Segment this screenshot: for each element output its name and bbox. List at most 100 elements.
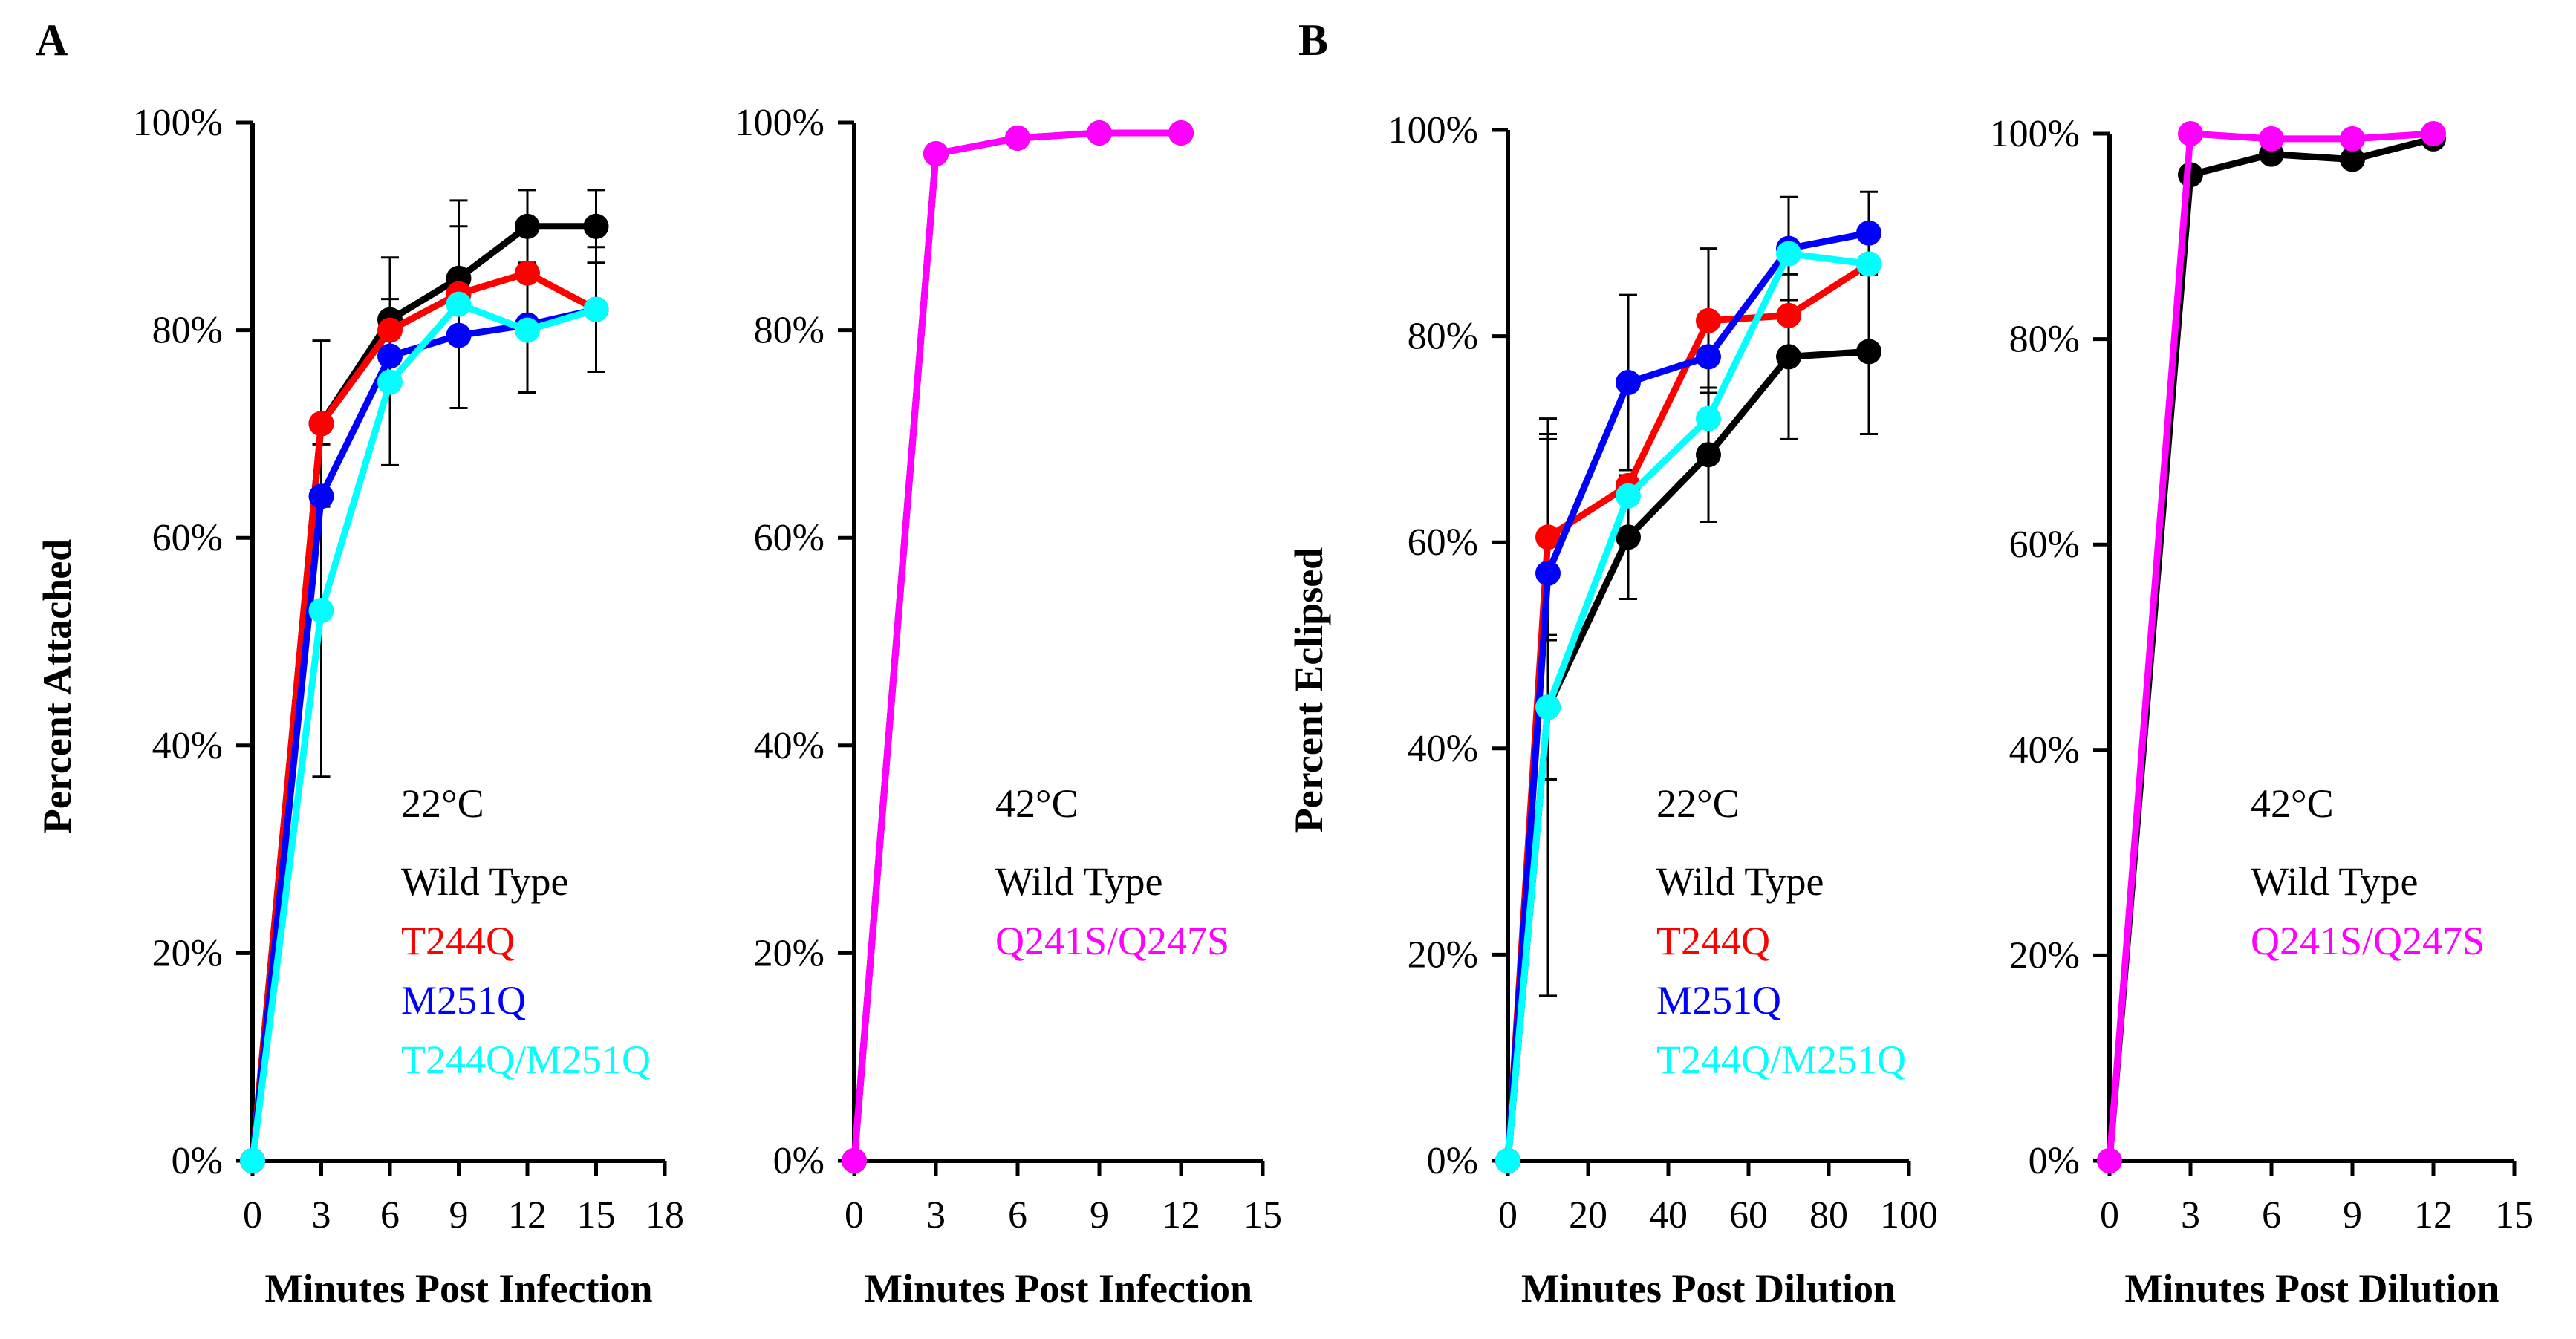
chart-3-x-tick-label: 80 (1809, 1194, 1848, 1237)
chart-4-y-tick-label: 0% (2029, 1140, 2080, 1182)
chart-4-point-q241s-q247s (2421, 121, 2446, 146)
chart-1-y-tick-label: 40% (152, 725, 223, 767)
chart-1-x-tick-label: 18 (645, 1194, 684, 1237)
chart-3-point-m251q (1696, 344, 1721, 370)
chart-3-x-axis-title: Minutes Post Dilution (1521, 1266, 1896, 1311)
chart-1-y-axis-title: Percent Attached (35, 539, 79, 833)
chart-3-point-t244q-m251q (1495, 1148, 1520, 1173)
chart-1-y-tick-label: 20% (152, 932, 223, 974)
chart-1-y-tick-label: 100% (133, 102, 223, 144)
chart-2-x-tick-label: 6 (1008, 1194, 1027, 1237)
chart-1-x-axis-title: Minutes Post Infection (265, 1266, 653, 1311)
chart-2-legend-entry: Wild Type (995, 859, 1163, 904)
chart-1-point-t244q (377, 317, 403, 343)
chart-1-point-m251q (377, 343, 403, 369)
chart-3-point-t244q (1696, 307, 1721, 333)
chart-3-y-axis-title: Percent Eclipsed (1287, 547, 1331, 833)
chart-3-legend-entry: T244Q/M251Q (1656, 1037, 1906, 1082)
chart-4-y-tick-label: 40% (2009, 729, 2080, 772)
chart-2-legend-entry: Q241S/Q247S (995, 919, 1229, 963)
chart-2-point-q241s-q247s (1087, 120, 1112, 146)
chart-1-x-tick-label: 0 (243, 1194, 262, 1237)
chart-1-series-line-t244q (249, 270, 598, 1162)
chart-4-y-tick-label: 20% (2009, 934, 2080, 977)
chart-4-y-tick-label: 80% (2009, 319, 2080, 361)
chart-3-point-m251q (1616, 370, 1641, 396)
chart-2-x-tick-label: 3 (926, 1194, 946, 1237)
chart-4-x-tick-label: 12 (2414, 1194, 2453, 1237)
chart-2-y-tick-label: 80% (754, 310, 824, 352)
chart-3-legend-entry: Wild Type (1656, 859, 1824, 904)
chart-1-x-tick-label: 15 (577, 1194, 616, 1237)
chart-4-point-q241s-q247s (2259, 126, 2284, 152)
chart-3-x-tick-label: 20 (1569, 1194, 1607, 1237)
chart-2-x-tick-label: 12 (1162, 1194, 1200, 1237)
chart-1-point-wild-type (583, 213, 609, 239)
chart-3-temperature-label: 22°C (1656, 781, 1740, 826)
chart-4-point-q241s-q247s (2178, 121, 2203, 146)
chart-1-point-m251q (308, 483, 334, 509)
chart-4-series-line-wild-type (2106, 135, 2435, 1162)
chart-4-point-q241s-q247s (2097, 1148, 2122, 1173)
chart-1-point-t244q (515, 260, 540, 286)
chart-3-legend-entry: T244Q (1656, 919, 1770, 963)
chart-2-x-tick-label: 9 (1090, 1194, 1109, 1237)
chart-1-x-tick-label: 3 (312, 1194, 331, 1237)
chart-3-y-tick-label: 60% (1408, 521, 1478, 564)
chart-1-legend-entry: T244Q/M251Q (401, 1037, 651, 1082)
chart-2-x-tick-label: 0 (845, 1194, 864, 1237)
chart-3-y-tick-label: 40% (1408, 728, 1478, 770)
chart-1-point-t244q-m251q (377, 369, 403, 395)
chart-1-temperature-label: 22°C (401, 781, 484, 826)
chart-3-x-tick-label: 40 (1649, 1194, 1688, 1237)
chart-1-point-wild-type (515, 213, 540, 239)
panel-letter-b: B (1298, 16, 1329, 65)
chart-4-legend-entry: Q241S/Q247S (2251, 919, 2485, 963)
chart-1-point-t244q-m251q (583, 296, 609, 322)
chart-3-point-t244q-m251q (1856, 251, 1881, 277)
chart-3-point-t244q (1776, 302, 1801, 328)
chart-3-x-tick-label: 60 (1729, 1194, 1768, 1237)
chart-2-point-q241s-q247s (1005, 125, 1030, 151)
chart-3-y-tick-label: 80% (1408, 316, 1478, 358)
chart-4-x-axis-title: Minutes Post Dilution (2124, 1266, 2499, 1311)
chart-2-point-q241s-q247s (923, 140, 949, 166)
chart-2-temperature-label: 42°C (995, 781, 1079, 826)
chart-4-x-tick-label: 15 (2495, 1194, 2534, 1237)
chart-4-x-tick-label: 6 (2262, 1194, 2281, 1237)
chart-1-legend-entry: M251Q (401, 978, 526, 1023)
chart-2-point-q241s-q247s (842, 1148, 867, 1173)
chart-2-series-line-wild-type (850, 129, 1181, 1162)
chart-4-y-tick-label: 100% (1990, 113, 2080, 155)
chart-1-x-tick-label: 12 (508, 1194, 547, 1237)
chart-2-y-tick-label: 20% (754, 932, 824, 974)
chart-1-point-m251q (446, 322, 472, 348)
chart-4-x-tick-label: 3 (2181, 1194, 2200, 1237)
chart-1-x-tick-label: 9 (449, 1194, 469, 1237)
chart-1-point-t244q-m251q (308, 598, 334, 624)
chart-3-point-m251q (1856, 220, 1881, 246)
chart-3-point-t244q-m251q (1616, 483, 1641, 509)
chart-1-point-t244q (308, 411, 334, 437)
chart-3-point-t244q (1535, 524, 1561, 550)
chart-3-series-line-m251q (1504, 229, 1870, 1162)
chart-3-series-line-t244q-m251q (1504, 250, 1870, 1162)
chart-2-y-tick-label: 100% (735, 102, 824, 144)
chart-2-x-axis-title: Minutes Post Infection (865, 1266, 1252, 1311)
chart-3-point-t244q-m251q (1696, 405, 1721, 431)
chart-2-y-tick-label: 0% (773, 1140, 824, 1182)
chart-3-point-t244q-m251q (1535, 694, 1561, 720)
chart-4-point-wild-type (2340, 146, 2365, 172)
chart-1-point-t244q-m251q (446, 291, 472, 317)
chart-3-point-wild-type (1856, 339, 1881, 365)
chart-4-legend-entry: Wild Type (2251, 859, 2419, 904)
chart-2-series-line-q241s-q247s (850, 129, 1181, 1162)
chart-4-point-q241s-q247s (2340, 126, 2365, 152)
chart-1-legend-entry: Wild Type (401, 859, 569, 904)
chart-1-legend-entry: T244Q (401, 919, 515, 963)
chart-1-y-tick-label: 60% (152, 517, 223, 559)
chart-3-y-tick-label: 20% (1408, 934, 1478, 976)
chart-4-series-line-q241s-q247s (2106, 130, 2434, 1162)
chart-3-point-m251q (1535, 560, 1561, 586)
